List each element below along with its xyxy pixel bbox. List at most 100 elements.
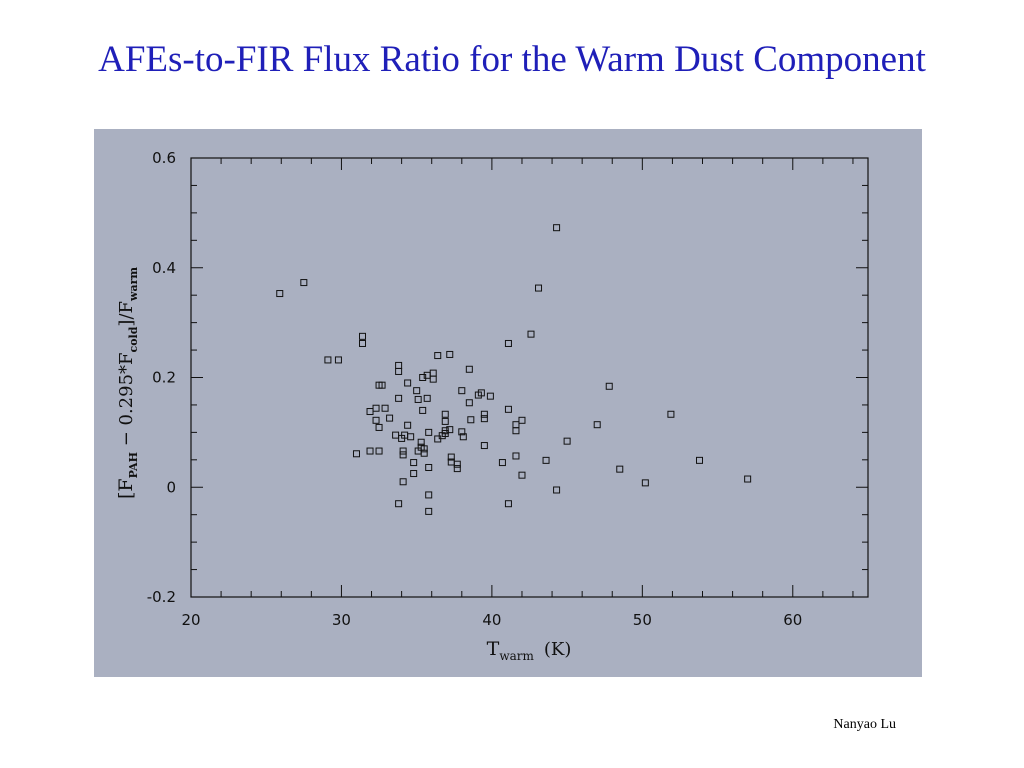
data-point (410, 459, 418, 467)
data-point (395, 361, 403, 369)
data-point (410, 470, 418, 478)
data-point (434, 352, 442, 360)
x-axis-label: Twarm (K) (487, 638, 572, 663)
data-points (276, 224, 752, 515)
data-point (399, 451, 407, 459)
data-point (459, 433, 467, 441)
data-point (458, 387, 466, 395)
data-point (465, 365, 473, 373)
data-point (423, 394, 431, 402)
data-point (504, 339, 512, 347)
y-tick-label: 0.4 (152, 259, 176, 277)
author-credit: Nanyao Lu (833, 717, 896, 732)
data-point (447, 453, 455, 461)
data-point (419, 374, 427, 381)
data-point (425, 507, 433, 515)
data-point (696, 456, 704, 464)
data-point (378, 381, 386, 389)
data-point (372, 404, 380, 412)
data-point (334, 356, 342, 364)
data-point (465, 399, 473, 407)
data-point (744, 475, 752, 483)
y-axis-label: [FPAH − 0.295*Fcold]/Fwarm (115, 267, 140, 499)
data-point (381, 404, 389, 412)
data-point (553, 224, 561, 232)
data-point (395, 500, 403, 508)
y-axis-label-close: ]/F (116, 301, 137, 327)
data-point (324, 356, 332, 364)
data-point (480, 442, 488, 450)
data-point (414, 395, 422, 403)
data-point (563, 437, 571, 445)
data-point (518, 416, 526, 424)
data-point (480, 415, 488, 423)
data-point (419, 406, 427, 414)
data-point (512, 452, 520, 460)
data-point (605, 382, 613, 390)
data-point (300, 279, 308, 287)
y-tick-label: 0.6 (152, 149, 176, 167)
data-point (423, 371, 431, 379)
data-point (352, 450, 360, 458)
data-point (486, 392, 494, 400)
scatter-chart: 20 30 40 50 60 -0.2 0 0.2 0.4 0.6 Twarm (K) [FPAH … (115, 149, 869, 663)
slide-title: AFEs-to-FIR Flux Ratio for the Warm Dust… (98, 39, 926, 80)
data-point (425, 428, 433, 436)
data-point (535, 284, 543, 292)
y-axis-label-sub-cold: cold (127, 326, 140, 352)
data-point (512, 427, 520, 435)
x-axis-label-main: T (487, 638, 500, 660)
data-point (404, 379, 412, 387)
x-tick-label: 30 (332, 611, 351, 629)
data-point (399, 447, 407, 455)
data-point (480, 410, 488, 418)
data-point (395, 367, 403, 375)
y-axis-label-sub-warm: warm (127, 267, 140, 302)
data-point (446, 350, 454, 358)
y-axis-label-sub-pah: PAH (127, 452, 140, 478)
data-point (429, 375, 437, 383)
y-tick-label: -0.2 (147, 588, 176, 606)
data-point (504, 405, 512, 413)
data-point (413, 387, 421, 395)
x-axis-label-sub: warm (499, 649, 534, 663)
data-point (420, 445, 428, 453)
x-tick-label: 40 (482, 611, 501, 629)
data-point (404, 421, 412, 429)
data-point (420, 449, 428, 457)
data-point (446, 426, 454, 434)
plot-panel: 20 30 40 50 60 -0.2 0 0.2 0.4 0.6 Twarm (K) [FPAH … (94, 129, 922, 677)
data-point (425, 491, 433, 499)
data-point (276, 290, 284, 298)
data-point (429, 369, 437, 377)
data-point (425, 463, 433, 471)
plot-frame (190, 157, 869, 598)
x-tick-label: 50 (633, 611, 652, 629)
data-point (375, 423, 383, 431)
data-point (359, 339, 367, 347)
data-point (407, 433, 415, 441)
data-point (441, 417, 449, 425)
data-point (641, 479, 649, 487)
data-point (372, 416, 380, 424)
y-tick-label: 0 (166, 478, 176, 496)
data-point (458, 428, 466, 436)
y-tick-label: 0.2 (152, 369, 176, 387)
data-point (498, 459, 506, 467)
axis-ticks (190, 157, 868, 598)
data-point (399, 478, 407, 486)
data-point (504, 500, 512, 508)
data-point (359, 332, 367, 340)
data-point (395, 394, 403, 402)
data-point (593, 421, 601, 429)
y-axis-label-open: [F (115, 478, 137, 499)
data-point (518, 471, 526, 479)
data-point (441, 410, 449, 418)
data-point (453, 460, 461, 468)
data-point (453, 465, 461, 473)
data-point (417, 438, 425, 446)
data-point (366, 408, 374, 416)
tick-labels: 20 30 40 50 60 -0.2 0 0.2 0.4 0.6 (147, 149, 803, 629)
data-point (392, 431, 400, 439)
data-point (441, 429, 449, 437)
